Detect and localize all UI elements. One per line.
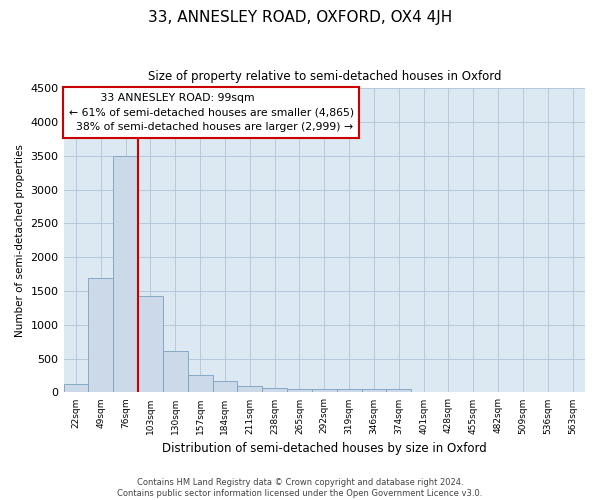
Bar <box>386 389 411 392</box>
Bar <box>212 381 238 392</box>
Bar <box>312 389 337 392</box>
Bar <box>337 388 362 392</box>
Text: 33 ANNESLEY ROAD: 99sqm
← 61% of semi-detached houses are smaller (4,865)
  38% : 33 ANNESLEY ROAD: 99sqm ← 61% of semi-de… <box>69 93 354 132</box>
Text: 33, ANNESLEY ROAD, OXFORD, OX4 4JH: 33, ANNESLEY ROAD, OXFORD, OX4 4JH <box>148 10 452 25</box>
Bar <box>362 389 386 392</box>
Bar <box>188 375 212 392</box>
Bar <box>238 386 262 392</box>
Bar <box>113 156 138 392</box>
Bar <box>88 278 113 392</box>
Bar <box>287 388 312 392</box>
Text: Contains HM Land Registry data © Crown copyright and database right 2024.
Contai: Contains HM Land Registry data © Crown c… <box>118 478 482 498</box>
Bar <box>64 384 88 392</box>
X-axis label: Distribution of semi-detached houses by size in Oxford: Distribution of semi-detached houses by … <box>162 442 487 455</box>
Bar <box>163 350 188 393</box>
Title: Size of property relative to semi-detached houses in Oxford: Size of property relative to semi-detach… <box>148 70 501 83</box>
Bar <box>138 296 163 392</box>
Bar <box>262 388 287 392</box>
Y-axis label: Number of semi-detached properties: Number of semi-detached properties <box>15 144 25 337</box>
